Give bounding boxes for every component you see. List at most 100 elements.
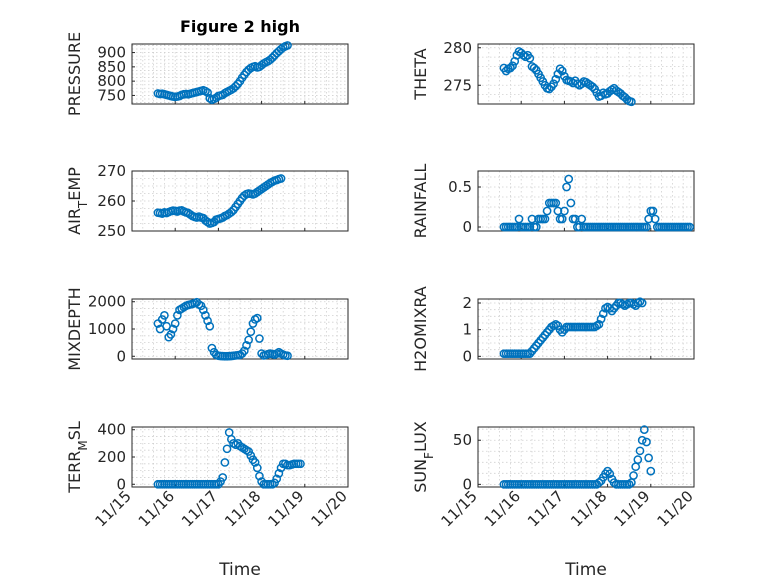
data-point: [222, 444, 232, 454]
data-point: [255, 334, 264, 343]
data-point: [605, 469, 615, 479]
y-tick-label: 2000: [88, 293, 126, 311]
axes-box: [131, 43, 349, 105]
data-point: [242, 341, 251, 350]
data-point: [220, 458, 230, 467]
data-point: [627, 97, 636, 107]
x-tick-label: 11/19: [264, 487, 307, 530]
data-point: [560, 206, 569, 216]
data-point: [549, 79, 558, 89]
subplot-air_temp: 250 260 270 AIRTEMP: [65, 162, 349, 240]
data-point: [283, 41, 292, 50]
x-tick-label: 11/18: [567, 487, 610, 530]
data-point: [598, 309, 608, 319]
x-tick-label: 11/17: [178, 487, 221, 530]
y-tick-label: 260: [97, 192, 126, 210]
data-point: [637, 435, 647, 445]
data-point: [252, 313, 262, 323]
y-tick-label: 750: [97, 86, 126, 104]
data-point: [566, 198, 576, 208]
data-point: [562, 182, 571, 192]
data-point: [244, 335, 253, 345]
axes-box: [477, 43, 695, 105]
data-point: [624, 480, 634, 489]
data-point: [544, 84, 554, 94]
x-tick-label: 11/20: [654, 487, 697, 530]
series-markers: [153, 297, 292, 361]
y-tick-label: 0: [116, 347, 126, 365]
data-point: [594, 319, 604, 329]
data-point: [596, 314, 606, 324]
data-point: [557, 214, 567, 224]
data-point: [637, 298, 647, 308]
data-point: [646, 466, 656, 476]
y-tick-label: 270: [97, 162, 126, 180]
y-tick-label: 2: [462, 294, 472, 312]
subplot-terr_msl: 0 200 400 11/15 11/16 11/17 11/18 11/19 11/20 TER…: [65, 421, 351, 580]
data-point: [263, 180, 273, 189]
y-axis-label: H2OMIXRA: [411, 286, 430, 372]
plot-area: [478, 427, 694, 487]
data-point: [531, 222, 541, 232]
data-point: [642, 222, 651, 232]
data-point: [639, 425, 649, 434]
data-point: [246, 327, 256, 337]
data-point: [525, 53, 535, 63]
data-point: [252, 463, 262, 473]
y-tick-label: 0: [462, 218, 472, 236]
data-point: [227, 207, 236, 217]
y-tick-label: 1: [462, 321, 472, 339]
data-point: [514, 214, 524, 224]
data-point: [685, 222, 695, 232]
y-axis-label: PRESSURE: [65, 32, 84, 116]
data-point: [555, 64, 565, 74]
data-point: [551, 74, 561, 84]
x-tick-label: 11/18: [221, 487, 264, 530]
data-point: [557, 66, 567, 76]
subplot-rainfall: 0 0.5 RAINFALL: [411, 164, 695, 238]
data-point: [170, 319, 180, 328]
data-point: [205, 321, 215, 331]
data-point: [648, 206, 658, 216]
data-point: [508, 61, 517, 71]
series-markers: [153, 428, 305, 489]
x-tick-label: 11/17: [524, 487, 567, 530]
data-point: [203, 316, 212, 326]
data-point: [166, 330, 176, 339]
axes-box: [477, 298, 695, 360]
data-point: [644, 453, 653, 463]
x-tick-label: 11/15: [92, 487, 135, 530]
x-tick-label: 11/19: [610, 487, 653, 530]
x-tick-label: 11/16: [481, 487, 524, 530]
data-point: [160, 311, 169, 320]
y-tick-label: 50: [453, 431, 472, 449]
data-point: [635, 446, 645, 456]
data-point: [268, 53, 277, 63]
series-markers: [153, 41, 292, 105]
data-point: [201, 311, 210, 320]
data-point: [529, 63, 539, 73]
y-axis-label: TERRMSL: [65, 421, 90, 494]
data-point: [250, 458, 260, 467]
data-point: [564, 174, 574, 184]
data-point: [521, 52, 530, 62]
subplot-h2omixra: 0 1 2 H2OMIXRA: [411, 286, 695, 372]
x-axis-label: Time: [218, 560, 261, 580]
subplot-theta: 275 280 THETA: [411, 39, 695, 107]
data-point: [629, 471, 638, 480]
y-axis-label: THETA: [411, 48, 430, 100]
data-point: [642, 437, 651, 447]
data-point: [218, 213, 228, 222]
x-tick-label: 11/15: [438, 487, 481, 530]
subplot-sun_flux: 0 50 11/15 11/16 11/17 11/18 11/19 11/20 SUNFLUX…: [411, 421, 697, 580]
data-point: [551, 198, 561, 208]
y-tick-label: 0: [462, 475, 472, 493]
data-point: [173, 311, 182, 320]
data-point: [276, 174, 286, 183]
y-tick-label: 400: [97, 421, 126, 439]
y-tick-label: 900: [97, 44, 126, 62]
y-tick-label: 0.5: [448, 178, 472, 196]
data-point: [198, 305, 208, 315]
